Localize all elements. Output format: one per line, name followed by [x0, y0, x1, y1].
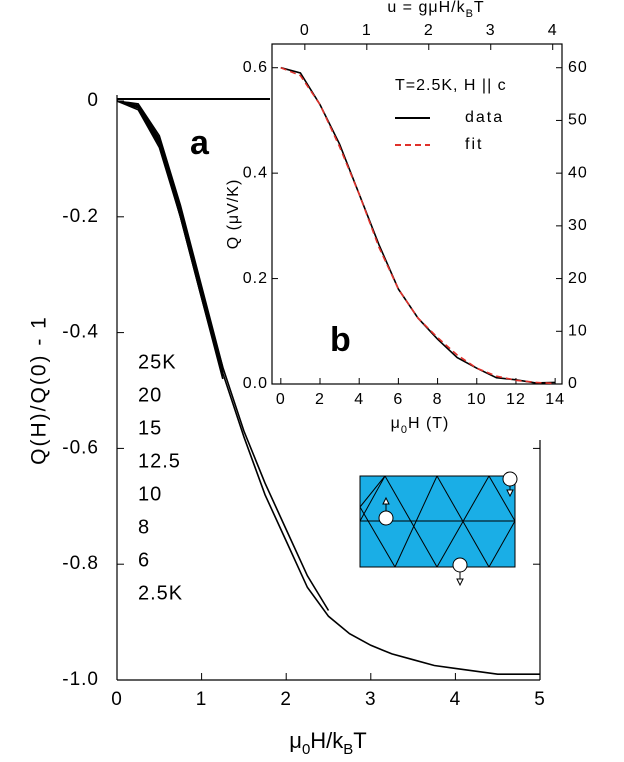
x-axis-label: μ0H (T): [391, 415, 450, 436]
x2-tick-label: 0: [300, 22, 310, 39]
y2-tick-label: 30: [568, 217, 588, 234]
x2-tick-label: 2: [424, 22, 434, 39]
y2-tick-label: 0: [568, 375, 578, 392]
lattice-diagram: [359, 471, 518, 587]
data-line: [116, 100, 540, 675]
x2-axis-label: u = gμH/kBT: [387, 0, 484, 20]
x-tick-label: 8: [433, 391, 443, 408]
x-axis-label-part: T: [353, 728, 366, 753]
x-tick-label: 10: [467, 391, 487, 408]
x2-axis-label-part: B: [466, 8, 474, 20]
x-tick-label: 2: [315, 391, 325, 408]
y-axis-label: Q(H)/Q(0) - 1: [28, 315, 51, 465]
x2-tick-label: 4: [548, 22, 558, 39]
data-line: [280, 66, 556, 385]
y-tick-label: 0.0: [243, 375, 268, 392]
x-tick-label: 4: [450, 689, 462, 710]
legend-label: fit: [465, 136, 483, 153]
legend-label: data: [465, 109, 504, 126]
x-axis-label-part: 0: [401, 424, 408, 436]
x2-tick-label: 1: [362, 22, 372, 39]
legend-label: 2.5K: [138, 582, 183, 604]
legend-label: 10: [138, 483, 162, 505]
x-tick-label: 0: [111, 689, 123, 710]
legend-label: 15: [138, 417, 162, 439]
x-axis-label-part: H/k: [310, 728, 344, 753]
x-axis-label-part: B: [343, 741, 353, 758]
x2-axis-label-part: T: [474, 0, 485, 16]
y-tick-label: 0.2: [243, 270, 268, 287]
y2-tick-label: 20: [568, 270, 588, 287]
y-axis-label: Q (μV/K): [225, 179, 242, 250]
inset-frame: [271, 43, 563, 385]
y2-tick-label: 40: [568, 164, 588, 181]
x-axis-label-part: H (T): [408, 415, 449, 432]
y-tick-label: 0: [87, 90, 99, 111]
y-tick-label: 0.6: [243, 59, 268, 76]
y-tick-label: -0.8: [62, 553, 99, 574]
y2-tick-label: 10: [568, 323, 588, 340]
legend-label: 25K: [138, 351, 177, 373]
x2-axis-label-part: u = gμH/k: [387, 0, 465, 16]
y-tick-label: -1.0: [62, 669, 99, 690]
x-axis-label-part: μ: [391, 415, 401, 432]
inset-plot: 0 2 4 6 8 10 12 140 1 2 3 40.00.20.40.6010203040506…: [225, 0, 588, 436]
y-tick-label: -0.4: [62, 322, 99, 343]
x-tick-label: 3: [365, 689, 377, 710]
legend-label: 6: [138, 549, 150, 571]
x-tick-label: 0: [276, 391, 286, 408]
x-tick-label: 12: [506, 391, 526, 408]
x2-tick-label: 3: [486, 22, 496, 39]
y-tick-label: 0.4: [243, 164, 268, 181]
x-axis-label-part: 0: [302, 741, 310, 758]
y2-tick-label: 60: [568, 59, 588, 76]
x-tick-label: 5: [534, 689, 546, 710]
y-tick-label: -0.6: [62, 437, 99, 458]
x-axis-label: μ0H/kBT: [289, 728, 367, 759]
x-tick-label: 1: [196, 689, 208, 710]
x-tick-label: 4: [354, 391, 364, 408]
y2-tick-label: 50: [568, 112, 588, 129]
spins: [378, 471, 518, 587]
x-axis-label-part: μ: [289, 728, 302, 753]
legend-label: 12.5: [138, 450, 181, 472]
y-tick-label: -0.2: [62, 206, 99, 227]
panel-label: a: [190, 124, 210, 162]
main-plot: 0 1 2 3 4 50-0.2-0.4-0.6-0.8-1.025K201512.510…: [28, 90, 546, 759]
x-tick-label: 14: [545, 391, 565, 408]
x-tick-label: 6: [393, 391, 403, 408]
panel-label: b: [330, 321, 351, 359]
annotation: T=2.5K, H || c: [395, 77, 507, 94]
legend-label: 20: [138, 384, 162, 406]
legend-label: 8: [138, 516, 150, 538]
x-tick-label: 2: [280, 689, 292, 710]
